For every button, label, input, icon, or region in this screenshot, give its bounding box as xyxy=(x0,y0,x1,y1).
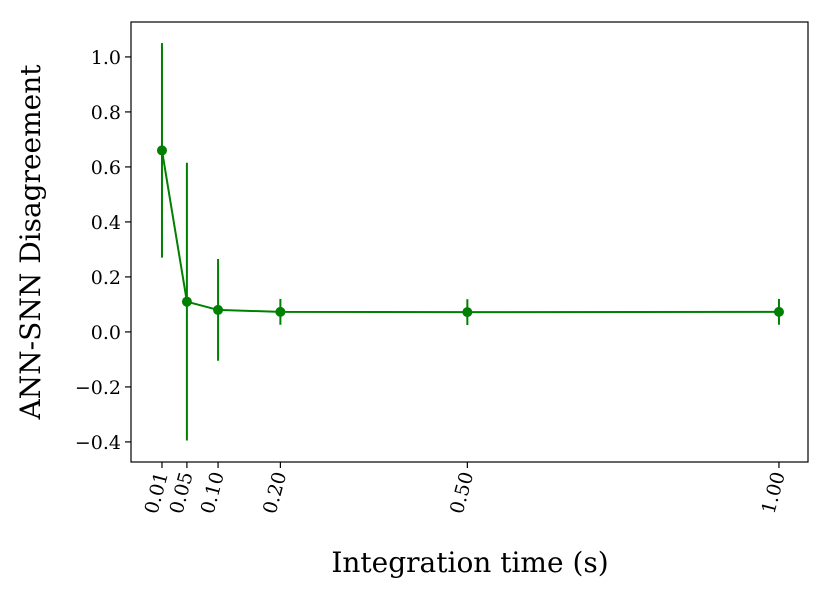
y-tick-label: −0.4 xyxy=(75,432,121,454)
plot-frame xyxy=(130,21,809,463)
y-tick-label: 0.0 xyxy=(91,322,121,344)
data-point xyxy=(181,296,192,307)
y-tick-label: 0.6 xyxy=(91,157,121,179)
y-tick-label: −0.2 xyxy=(75,377,121,399)
y-axis-label: ANN-SNN Disagreement xyxy=(14,64,47,421)
series-line xyxy=(160,150,779,314)
x-tick-label: 0.20 xyxy=(259,470,291,517)
x-axis-label: Integration time (s) xyxy=(331,546,608,579)
x-tick-label: 0.10 xyxy=(197,470,229,517)
data-point xyxy=(773,306,784,317)
x-tick-label: 0.50 xyxy=(446,470,478,517)
y-tick-label: 1.0 xyxy=(91,47,121,69)
data-point xyxy=(462,307,473,318)
x-tick-label: 1.00 xyxy=(758,470,790,517)
data-point xyxy=(275,306,286,317)
y-tick-label: 0.4 xyxy=(91,212,121,234)
y-tick-label: 0.8 xyxy=(91,102,121,124)
data-point xyxy=(213,304,224,315)
y-tick-label: 0.2 xyxy=(91,267,121,289)
data-point xyxy=(156,145,167,156)
